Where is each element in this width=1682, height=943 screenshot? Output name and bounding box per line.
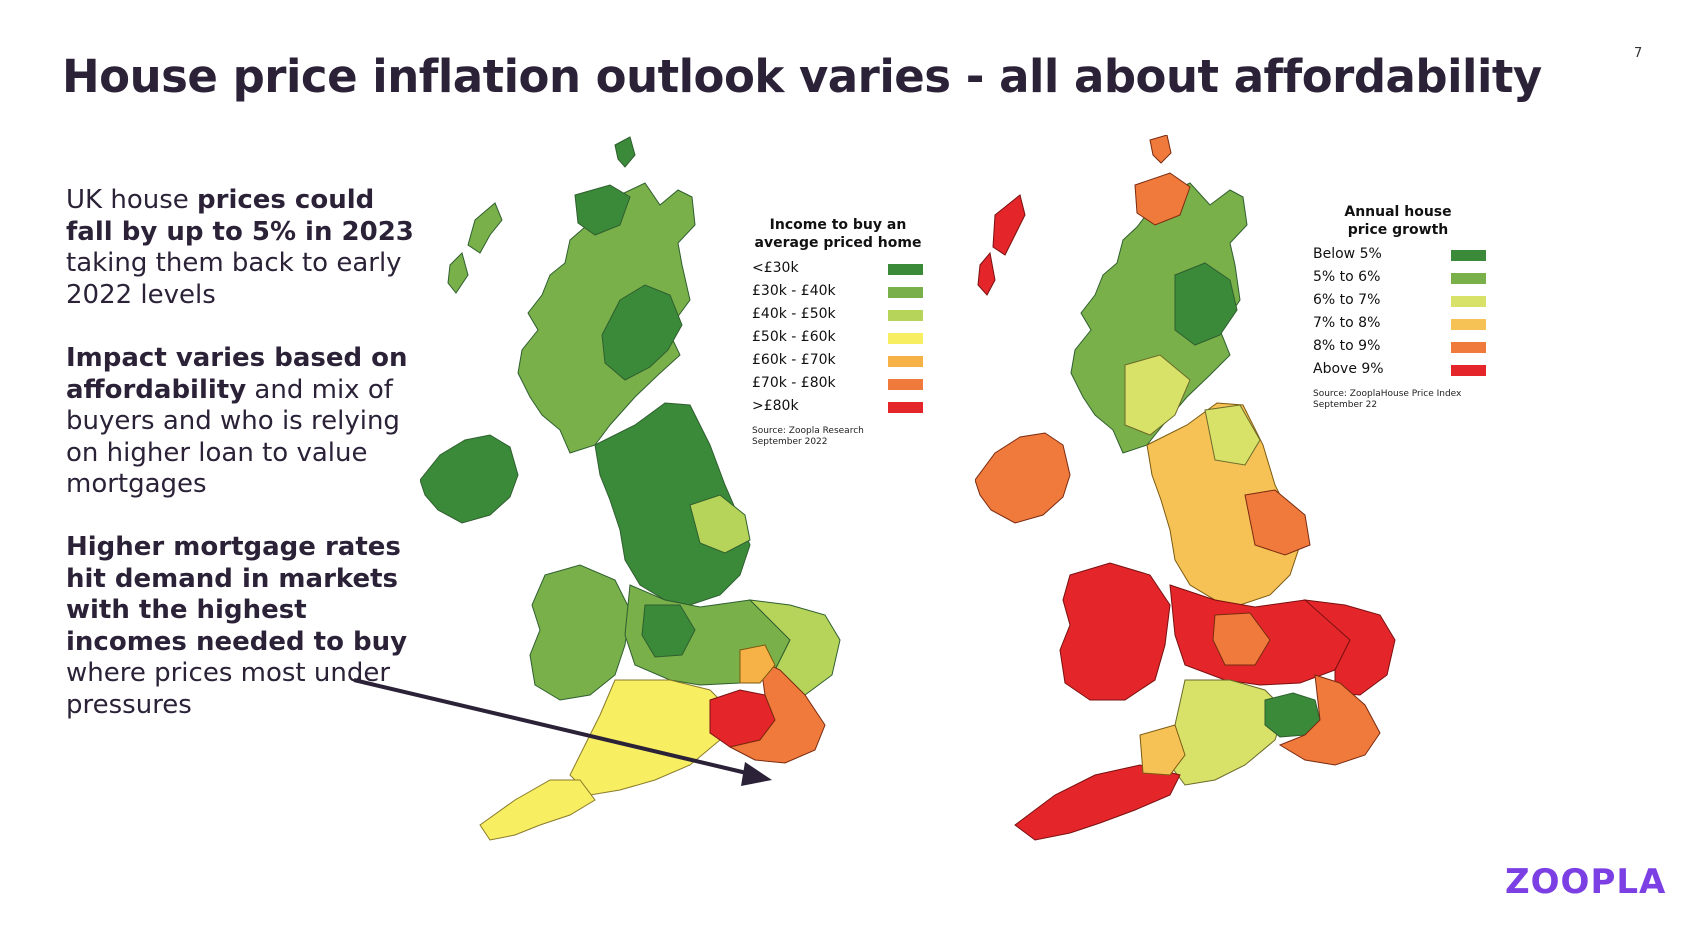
home-counties-region — [739, 644, 776, 684]
legend-swatch — [1451, 296, 1486, 307]
legend-label: 6% to 7% — [1313, 292, 1381, 308]
slide-title: House price inflation outlook varies - a… — [62, 50, 1542, 103]
legend-row: 7% to 8% — [1313, 312, 1493, 335]
legend-row: £40k - £50k — [752, 303, 934, 326]
legend-row: >£80k — [752, 395, 934, 418]
growth-map — [975, 135, 1396, 841]
p2-emphasis: Impact varies based on affordability — [66, 343, 408, 405]
east-anglia-region — [1303, 599, 1396, 696]
legend-swatch — [888, 264, 923, 275]
legend-swatch — [1451, 342, 1486, 353]
south-east-region — [1278, 674, 1381, 766]
legend-swatch — [1451, 250, 1486, 261]
highlands-region — [1134, 172, 1191, 226]
income-legend-title: Income to buy an average priced home — [754, 217, 922, 251]
north-england-region — [594, 402, 751, 606]
east-anglia-region — [748, 599, 841, 696]
legend-row: 5% to 6% — [1313, 266, 1493, 289]
income-legend: Income to buy an average priced home <£3… — [752, 216, 934, 448]
scotland-south-region — [1124, 354, 1191, 436]
legend-swatch — [1451, 365, 1486, 376]
south-region — [1169, 679, 1286, 786]
legend-row: Above 9% — [1313, 358, 1493, 381]
northern-ireland-region — [420, 434, 519, 524]
legend-row: £30k - £40k — [752, 280, 934, 303]
legend-label: 5% to 6% — [1313, 269, 1381, 285]
legend-row: £50k - £60k — [752, 326, 934, 349]
legend-swatch — [888, 333, 923, 344]
legend-label: >£80k — [752, 398, 799, 414]
wales-region — [1059, 562, 1171, 701]
legend-row: <£30k — [752, 257, 934, 280]
midlands-core-region — [641, 604, 696, 658]
legend-swatch — [1451, 273, 1486, 284]
legend-row: £60k - £70k — [752, 349, 934, 372]
legend-label: £40k - £50k — [752, 306, 836, 322]
wales-region — [529, 564, 631, 701]
p1-rest: taking them back to early 2022 levels — [66, 248, 402, 310]
legend-swatch — [888, 287, 923, 298]
scotland-east-region — [1174, 262, 1238, 346]
yorkshire-region — [689, 494, 751, 554]
p3-rest: where prices most under pressures — [66, 658, 391, 720]
legend-label: Below 5% — [1313, 246, 1382, 262]
scotland-east-region — [601, 284, 683, 381]
northern-ireland-region — [975, 432, 1071, 524]
p3-emphasis: Higher mortgage rates hit demand in mark… — [66, 532, 408, 657]
legend-label: Above 9% — [1313, 361, 1384, 377]
income-map — [420, 136, 841, 841]
scotland-islands — [447, 202, 503, 294]
legend-label: £30k - £40k — [752, 283, 836, 299]
shetland — [614, 136, 636, 168]
north-england-region — [1146, 402, 1301, 606]
p1-emphasis: prices could fall by up to 5% in 2023 — [66, 185, 414, 247]
dorset-region — [1139, 724, 1186, 776]
scotland-region — [517, 182, 696, 454]
zoopla-logo: ZOOPLA — [1505, 862, 1667, 902]
scotland-north-region — [574, 184, 631, 236]
growth-source: Source: ZooplaHouse Price Index Septembe… — [1313, 389, 1462, 410]
legend-label: <£30k — [752, 260, 799, 276]
legend-row: 6% to 7% — [1313, 289, 1493, 312]
north-east-region — [1204, 404, 1261, 466]
legend-swatch — [888, 356, 923, 367]
text-paragraph-3: Higher mortgage rates hit demand in mark… — [66, 532, 416, 721]
south-east-region — [728, 659, 826, 764]
text-paragraph-1: UK house prices could fall by up to 5% i… — [66, 185, 416, 311]
page-number: 7 — [1634, 46, 1643, 61]
growth-legend-title: Annual house price growth — [1344, 204, 1452, 238]
legend-swatch — [888, 379, 923, 390]
income-source: Source: Zoopla Research September 2022 — [752, 426, 864, 447]
legend-swatch — [888, 402, 923, 413]
yorkshire-region — [1244, 489, 1311, 556]
text-paragraph-2: Impact varies based on affordability and… — [66, 343, 416, 501]
south-west-region — [479, 779, 596, 841]
legend-swatch — [888, 310, 923, 321]
p1-lead: UK house — [66, 185, 198, 215]
scotland-region — [1070, 182, 1248, 454]
legend-label: 7% to 8% — [1313, 315, 1381, 331]
south-region — [569, 679, 731, 796]
legend-row: Below 5% — [1313, 243, 1493, 266]
midlands-mixed-region — [1212, 612, 1271, 666]
western-isles — [977, 194, 1026, 296]
legend-label: £60k - £70k — [752, 352, 836, 368]
legend-label: £50k - £60k — [752, 329, 836, 345]
orkney — [1149, 135, 1172, 164]
legend-row: 8% to 9% — [1313, 335, 1493, 358]
legend-row: £70k - £80k — [752, 372, 934, 395]
p2-rest: and mix of buyers and who is relying on … — [66, 374, 400, 500]
growth-legend: Annual house price growth Below 5% 5% to… — [1313, 203, 1493, 411]
legend-label: 8% to 9% — [1313, 338, 1381, 354]
south-west-region — [1014, 764, 1181, 841]
legend-label: £70k - £80k — [752, 375, 836, 391]
legend-swatch — [1451, 319, 1486, 330]
